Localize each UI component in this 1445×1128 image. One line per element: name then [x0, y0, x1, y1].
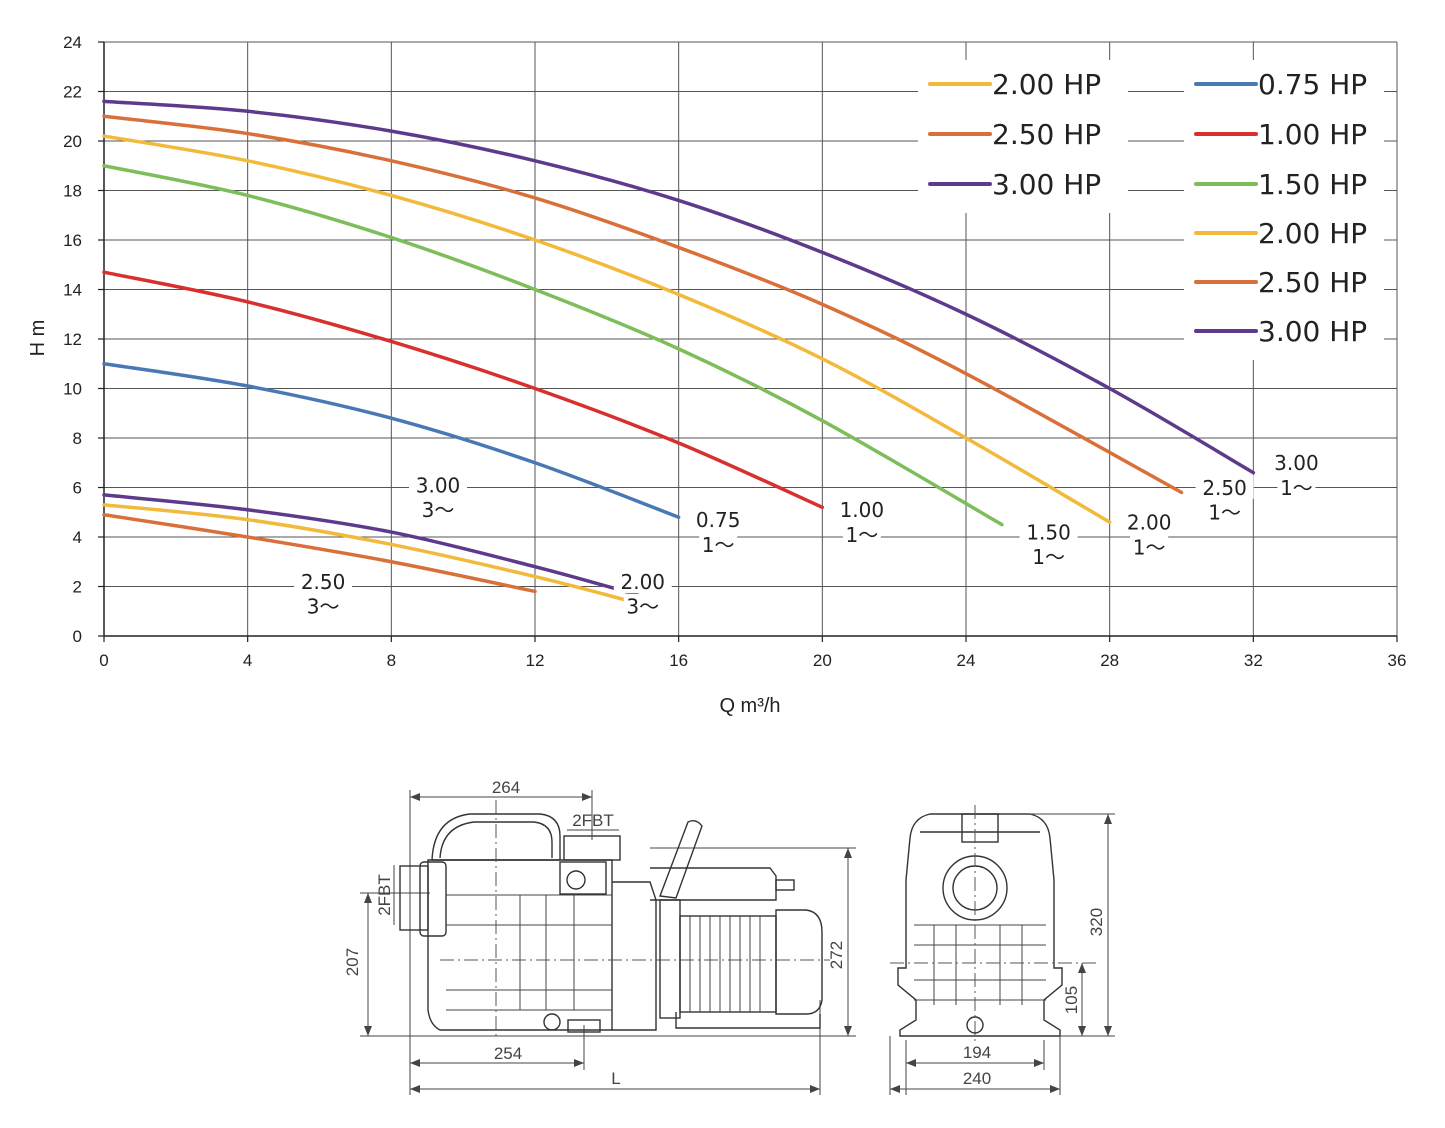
- series-line-1ph-300: [102, 99, 1256, 475]
- legend-label-0-0: 2.00 HP: [992, 68, 1101, 101]
- front-view-drawing: 320 105 194 240: [889, 805, 1115, 1095]
- x-tick-8: 32: [1244, 651, 1263, 670]
- x-tick-5: 20: [813, 651, 832, 670]
- curve-label-1ph-100-phase: 1～: [845, 523, 878, 547]
- x-axis-label: Q m³/h: [719, 695, 780, 717]
- curve-label-3ph-300-phase: 3～: [422, 498, 455, 522]
- y-tick-8: 16: [63, 231, 82, 250]
- x-tick-9: 36: [1388, 651, 1407, 670]
- dim-2fbt-top: 2FBT: [572, 811, 614, 830]
- pump-curve-chart: 0 4 8 12 16 20 24 28 32 36 024681012141618202224 …: [27, 33, 1406, 717]
- y-tick-5: 10: [63, 380, 82, 399]
- y-tick-9: 18: [63, 182, 82, 201]
- y-tick-12: 24: [63, 33, 82, 52]
- y-tick-3: 6: [73, 479, 82, 498]
- y-tick-0: 0: [73, 627, 82, 646]
- dim-320: 320: [1087, 908, 1106, 936]
- legend-label-1-2: 1.50 HP: [1258, 168, 1367, 201]
- dim-194: 194: [963, 1043, 991, 1062]
- x-tick-1: 4: [243, 651, 252, 670]
- legend-label-0-2: 3.00 HP: [992, 168, 1101, 201]
- y-tick-4: 8: [73, 429, 82, 448]
- curve-label-1ph-300-phase: 1～: [1280, 476, 1313, 500]
- curve-label-1ph-200-hp: 2.00: [1127, 511, 1172, 535]
- curve-label-3ph-200-phase: 3～: [626, 595, 659, 619]
- legend-label-0-1: 2.50 HP: [992, 118, 1101, 151]
- dim-105: 105: [1062, 986, 1081, 1014]
- curve-label-1ph-100-hp: 1.00: [840, 498, 885, 522]
- curve-label-3ph-250-phase: 3～: [307, 595, 340, 619]
- dim-L: L: [611, 1069, 620, 1088]
- y-tick-10: 20: [63, 132, 82, 151]
- curve-label-1ph-075-hp: 0.75: [696, 508, 741, 532]
- dim-264: 264: [492, 778, 520, 797]
- x-tick-6: 24: [957, 651, 976, 670]
- curve-label-1ph-300-hp: 3.00: [1274, 451, 1319, 475]
- series-line-1ph-250: [102, 114, 1184, 495]
- curve-labels: 0.751～1.001～ 1.501～2.001～2.501～3.001～2.50…: [294, 450, 1326, 619]
- dim-207: 207: [343, 948, 362, 976]
- x-tick-3: 12: [526, 651, 545, 670]
- dim-2fbt-side: 2FBT: [375, 874, 394, 916]
- legend-label-1-1: 1.00 HP: [1258, 118, 1367, 151]
- y-tick-1: 2: [73, 578, 82, 597]
- x-axis-ticks: 0 4 8 12 16 20 24 28 32 36: [99, 636, 1406, 670]
- series-line-1ph-200: [102, 134, 1112, 524]
- y-tick-7: 14: [63, 281, 82, 300]
- side-view-drawing: 264 2FBT 2FBT 207 272 254 L: [343, 778, 856, 1095]
- y-tick-6: 12: [63, 330, 82, 349]
- series-line-3ph-200: [102, 503, 638, 605]
- series-line-3ph-300: [102, 493, 645, 599]
- chart-curves: [102, 99, 1256, 605]
- legend-label-1-3: 2.00 HP: [1258, 217, 1367, 250]
- series-line-1ph-100: [102, 270, 825, 510]
- legend-label-1-4: 2.50 HP: [1258, 266, 1367, 299]
- x-tick-0: 0: [99, 651, 108, 670]
- curve-label-1ph-075-phase: 1～: [702, 533, 735, 557]
- legend: 2.00 HP 2.50 HP 3.00 HP 0.75 HP 1.00 HP 1.50 …: [918, 60, 1384, 360]
- series-line-1ph-150: [102, 164, 1004, 527]
- y-axis-label: H m: [27, 320, 49, 357]
- legend-label-1-5: 3.00 HP: [1258, 315, 1367, 348]
- y-tick-11: 22: [63, 83, 82, 102]
- curve-label-3ph-250-hp: 2.50: [301, 570, 346, 594]
- x-tick-2: 8: [387, 651, 396, 670]
- x-tick-7: 28: [1100, 651, 1119, 670]
- series-line-3ph-250: [102, 512, 537, 594]
- dim-240: 240: [963, 1069, 991, 1088]
- series-line-1ph-075: [102, 362, 681, 519]
- x-tick-4: 16: [669, 651, 688, 670]
- curve-label-1ph-150-hp: 1.50: [1026, 520, 1071, 544]
- curve-label-1ph-250-hp: 2.50: [1202, 476, 1247, 500]
- legend-label-1-0: 0.75 HP: [1258, 68, 1367, 101]
- curve-label-1ph-150-phase: 1～: [1032, 545, 1065, 569]
- y-tick-2: 4: [73, 528, 82, 547]
- dim-254: 254: [494, 1044, 522, 1063]
- curve-label-3ph-200-hp: 2.00: [620, 570, 665, 594]
- dim-272: 272: [827, 941, 846, 969]
- curve-label-1ph-200-phase: 1～: [1133, 535, 1166, 559]
- curve-label-1ph-250-phase: 1～: [1208, 501, 1241, 525]
- curve-label-3ph-300-hp: 3.00: [416, 473, 461, 497]
